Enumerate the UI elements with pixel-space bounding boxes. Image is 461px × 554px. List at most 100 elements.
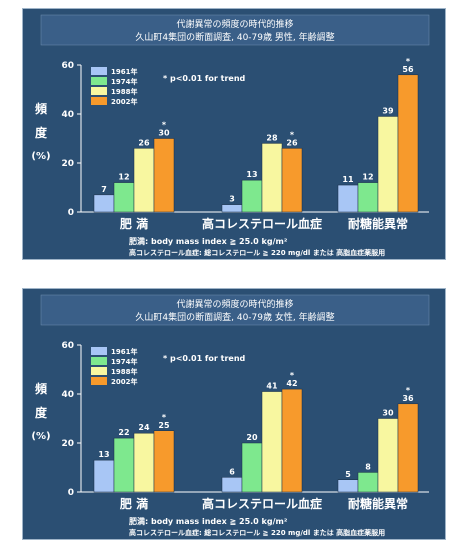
significance-star: * (406, 57, 411, 66)
category-label: 肥 満 (120, 216, 148, 231)
y-axis-label: (%) (31, 151, 50, 162)
data-label: 28 (266, 133, 278, 142)
bar (337, 479, 359, 493)
bar (397, 74, 419, 213)
data-label: 11 (342, 175, 354, 184)
bar (133, 148, 155, 213)
data-label: 30 (382, 409, 394, 418)
y-tick-label: 20 (61, 439, 74, 449)
bar (93, 459, 115, 493)
bar (153, 430, 175, 493)
bar (281, 388, 303, 493)
legend-swatch (91, 67, 107, 75)
legend-swatch (91, 97, 107, 105)
data-label: 20 (246, 433, 258, 442)
bar (337, 184, 359, 213)
legend-label: 1988年 (111, 367, 137, 376)
bar (241, 179, 263, 213)
data-label: 39 (382, 106, 394, 115)
bar (113, 182, 135, 213)
bar (281, 148, 303, 213)
chart-title: 代謝異常の頻度の時代的推移 (176, 18, 293, 30)
data-label: 13 (246, 170, 257, 179)
data-label: 25 (158, 421, 170, 430)
bar (261, 391, 283, 493)
title-banner (40, 294, 430, 326)
data-label: 8 (365, 462, 371, 471)
category-label: 高コレステロール血症 (202, 216, 322, 231)
y-tick-label: 20 (61, 159, 74, 169)
chart-panel-male: 代謝異常の頻度の時代的推移 久山町4集団の断面調査, 40-79歳 男性, 年齢調… (22, 8, 446, 260)
data-label: 13 (98, 450, 109, 459)
legend-swatch (91, 367, 107, 375)
legend-label: 1961年 (111, 67, 137, 76)
footnote-1: 肥満: body mass index ≧ 25.0 kg/m² (129, 236, 288, 246)
bar (357, 182, 379, 213)
bar (397, 403, 419, 493)
category-label: 高コレステロール血症 (202, 496, 322, 511)
bar (261, 143, 283, 213)
data-label: 26 (138, 138, 150, 147)
significance-star: * (290, 130, 295, 139)
legend-note: * p<0.01 for trend (163, 354, 246, 363)
bar (133, 432, 155, 493)
y-tick-label: 40 (61, 110, 74, 120)
legend-label: 2002年 (111, 377, 137, 386)
y-tick-label: 60 (61, 61, 74, 71)
data-label: 22 (118, 428, 129, 437)
y-axis-label: 頻 (35, 101, 47, 116)
legend-label: 1961年 (111, 347, 137, 356)
legend-label: 1974年 (111, 77, 137, 86)
legend-label: 2002年 (111, 97, 137, 106)
data-label: 26 (286, 138, 298, 147)
category-label: 肥 満 (120, 496, 148, 511)
data-label: 7 (101, 185, 107, 194)
data-label: 12 (362, 173, 373, 182)
data-label: 41 (266, 382, 278, 391)
category-label: 耐糖能異常 (348, 496, 408, 511)
bar (377, 418, 399, 493)
y-axis-label: (%) (31, 431, 50, 442)
y-axis-label: 頻 (35, 381, 47, 396)
bar (221, 204, 243, 213)
legend-label: 1988年 (111, 87, 137, 96)
legend-swatch (91, 347, 107, 355)
chart-title: 代謝異常の頻度の時代的推移 (176, 298, 293, 310)
data-label: 56 (402, 65, 414, 74)
significance-star: * (406, 386, 411, 395)
significance-star: * (290, 371, 295, 380)
bar (377, 116, 399, 213)
bar (113, 437, 135, 493)
title-banner (40, 14, 430, 46)
chart-panel-female: 代謝異常の頻度の時代的推移 久山町4集団の断面調査, 40-79歳 女性, 年齢調… (22, 288, 446, 540)
data-label: 6 (229, 467, 235, 476)
bar (357, 472, 379, 493)
y-tick-label: 0 (68, 488, 74, 498)
bar (93, 194, 115, 213)
legend-swatch (91, 77, 107, 85)
data-label: 36 (402, 394, 414, 403)
data-label: 24 (138, 423, 150, 432)
legend-label: 1974年 (111, 357, 137, 366)
y-axis-label: 度 (35, 125, 48, 140)
y-axis-label: 度 (35, 405, 48, 420)
y-tick-label: 40 (61, 390, 74, 400)
legend-swatch (91, 87, 107, 95)
y-tick-label: 0 (68, 208, 74, 218)
significance-star: * (162, 121, 167, 130)
bar (221, 477, 243, 493)
chart-subtitle: 久山町4集団の断面調査, 40-79歳 女性, 年齢調整 (135, 311, 334, 323)
data-label: 42 (286, 379, 297, 388)
footnote-2: 高コレステロール血症: 総コレステロール ≧ 220 mg/dl または 高脂血… (129, 248, 385, 257)
category-label: 耐糖能異常 (348, 216, 408, 231)
legend-swatch (91, 377, 107, 385)
footnote-1: 肥満: body mass index ≧ 25.0 kg/m² (129, 516, 288, 526)
bar (241, 442, 263, 493)
data-label: 3 (229, 195, 235, 204)
significance-star: * (162, 413, 167, 422)
y-tick-label: 60 (61, 341, 74, 351)
chart-subtitle: 久山町4集団の断面調査, 40-79歳 男性, 年齢調整 (135, 31, 334, 43)
legend-note: * p<0.01 for trend (163, 74, 246, 83)
